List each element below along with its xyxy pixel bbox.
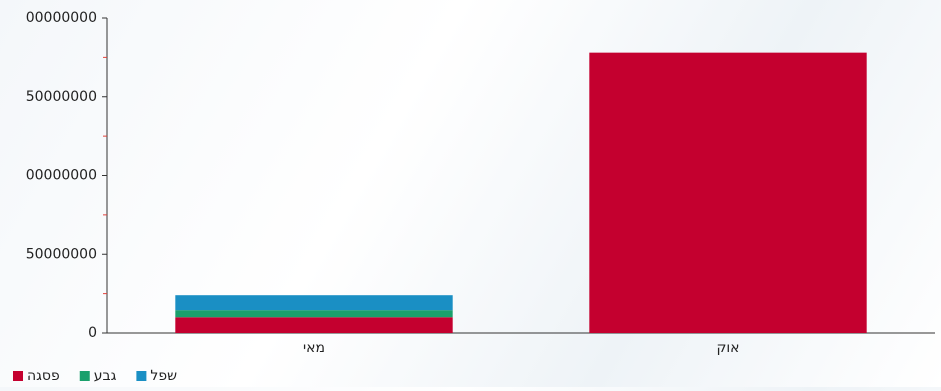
- legend-swatch: [13, 371, 23, 381]
- x-tick-label: אוק: [716, 340, 739, 356]
- y-tick-label: 50000000: [26, 246, 97, 262]
- bar-segment: [589, 52, 867, 334]
- y-tick-label: 00000000: [26, 168, 97, 184]
- legend-label: פסגה: [27, 368, 60, 384]
- legend-label: שפל: [150, 368, 177, 384]
- bar-segment: [175, 317, 453, 333]
- legend-swatch: [79, 371, 90, 381]
- legend-label: גבע: [94, 368, 117, 384]
- y-tick-label: 0: [88, 325, 97, 341]
- y-tick-label: 50000000: [26, 89, 97, 105]
- x-tick-label: מאי: [303, 340, 325, 356]
- legend-swatch: [136, 371, 147, 381]
- bar-segment: [175, 295, 453, 311]
- bar-segment: [175, 310, 453, 318]
- y-tick-label: 00000000: [26, 10, 97, 26]
